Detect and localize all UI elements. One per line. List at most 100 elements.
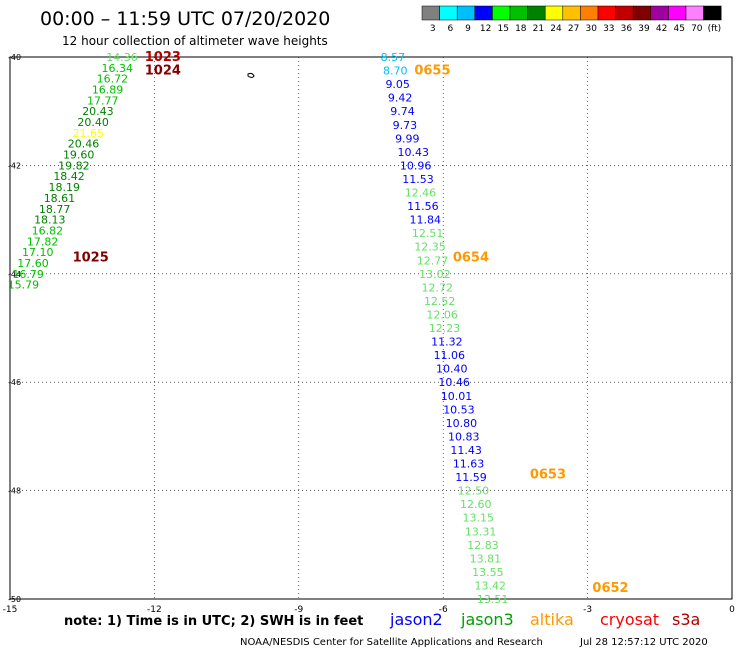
x-tick-label: -9	[294, 605, 303, 615]
y-tick-label: -42	[8, 161, 21, 170]
swh-value: 14.36	[106, 51, 137, 64]
legend-label: 39	[638, 24, 650, 34]
legend-label: 27	[568, 24, 579, 34]
x-tick-label: -3	[583, 605, 592, 615]
swh-value: 18.13	[34, 214, 66, 227]
swh-value: 12.46	[405, 187, 437, 200]
swh-value: 16.79	[12, 268, 44, 281]
legend-swatch	[597, 5, 616, 21]
plot-grid	[9, 56, 733, 600]
swh-value: 10.46	[438, 376, 470, 389]
legend-label: 6	[448, 24, 454, 34]
legend-swatch	[580, 5, 599, 21]
swh-value: 12.23	[429, 322, 461, 335]
legend-swatch	[668, 5, 687, 21]
legend-label: 3	[430, 24, 436, 34]
legend-swatch	[685, 5, 704, 21]
swh-value: 10.53	[443, 403, 475, 416]
swh-value: 18.77	[39, 203, 71, 216]
legend-swatch	[456, 5, 476, 21]
swh-value: 12.77	[417, 254, 449, 267]
wave-height-points: 14.3616.3416.7216.8917.7720.4320.4021.65…	[8, 50, 629, 606]
x-tick-label: 0	[729, 605, 735, 615]
swh-value: 11.53	[402, 173, 434, 186]
legend-label: 21	[533, 24, 544, 34]
legend-swatch	[492, 5, 511, 21]
swh-value: 13.02	[419, 268, 451, 281]
swh-value: 10.01	[441, 390, 473, 403]
swh-value: 11.63	[453, 458, 485, 471]
swh-value: 20.43	[82, 105, 114, 118]
x-tick-label: -12	[147, 605, 162, 615]
legend-label: 18	[515, 24, 527, 34]
swh-value: 19.60	[63, 149, 95, 162]
plot-frame	[9, 56, 733, 600]
satellite-label: jason3	[460, 610, 514, 629]
swh-value: 11.32	[431, 336, 463, 349]
y-tick-label: -46	[8, 378, 21, 387]
swh-value: 9.05	[385, 78, 410, 91]
swh-value: 13.51	[477, 593, 509, 606]
note-text: note: 1) Time is in UTC; 2) SWH is in fe…	[64, 614, 363, 629]
swh-value: 21.65	[73, 127, 105, 140]
swh-value: 10.96	[400, 159, 432, 172]
legend-label: 36	[621, 24, 633, 34]
swh-value: 12.51	[412, 227, 444, 240]
legend-swatch	[562, 5, 581, 21]
swh-value: 11.43	[450, 444, 482, 457]
swh-value: 12.72	[422, 281, 454, 294]
island-marker	[247, 72, 255, 78]
swh-value: 18.61	[44, 192, 75, 205]
swh-value: 13.15	[462, 512, 494, 525]
time-label: 0654	[453, 251, 489, 266]
time-label: 0653	[530, 467, 566, 482]
time-label: 0655	[414, 64, 450, 79]
x-axis-ticks: -15 -12 -9 -6 -3 0	[3, 605, 735, 615]
legend-label: 70	[691, 24, 703, 34]
swh-value: 16.89	[92, 84, 124, 97]
legend-label: 12	[480, 24, 491, 34]
time-label: 1024	[145, 64, 181, 79]
satellite-legend: jason2 jason3 altika cryosat s3a	[389, 610, 700, 629]
swh-value: 8.57	[381, 51, 406, 64]
swh-value: 8.70	[383, 65, 408, 78]
y-tick-label: -50	[8, 595, 21, 604]
swh-value: 20.40	[77, 116, 109, 129]
swh-value: 16.34	[101, 62, 133, 75]
swh-value: 16.72	[97, 73, 129, 86]
swh-value: 10.40	[436, 363, 468, 376]
y-tick-label: -44	[8, 270, 21, 279]
swh-value: 12.06	[426, 308, 458, 321]
swh-value: 13.31	[465, 525, 497, 538]
swh-value: 13.42	[474, 579, 506, 592]
legend-label: 45	[673, 24, 684, 34]
swh-value: 10.83	[448, 430, 480, 443]
x-tick-label: -6	[439, 605, 448, 615]
swh-value: 17.77	[87, 94, 119, 107]
legend-swatch	[650, 5, 669, 21]
swh-value: 11.84	[410, 214, 442, 227]
swh-value: 16.82	[32, 224, 64, 237]
satellite-label: s3a	[672, 610, 700, 629]
legend-swatch	[421, 5, 440, 21]
swh-value: 9.99	[395, 132, 420, 145]
swh-value: 11.06	[434, 349, 466, 362]
y-tick-label: -48	[8, 487, 21, 496]
legend-label: 42	[656, 24, 667, 34]
swh-value: 11.56	[407, 200, 439, 213]
y-tick-label: -40	[8, 53, 21, 62]
swh-value: 12.83	[467, 539, 499, 552]
swh-value: 9.42	[388, 92, 413, 105]
legend-swatch	[439, 5, 458, 21]
legend-swatch	[544, 5, 564, 21]
swh-value: 15.79	[8, 279, 40, 292]
swh-value: 17.82	[27, 235, 58, 248]
footer-timestamp: Jul 28 12:57:12 UTC 2020	[579, 637, 708, 648]
legend-label: 33	[603, 24, 614, 34]
legend-label: (ft)	[708, 24, 722, 34]
swh-value: 10.43	[397, 146, 429, 159]
swh-value: 12.60	[460, 498, 492, 511]
legend-swatch	[703, 5, 722, 21]
swh-value: 10.80	[446, 417, 478, 430]
